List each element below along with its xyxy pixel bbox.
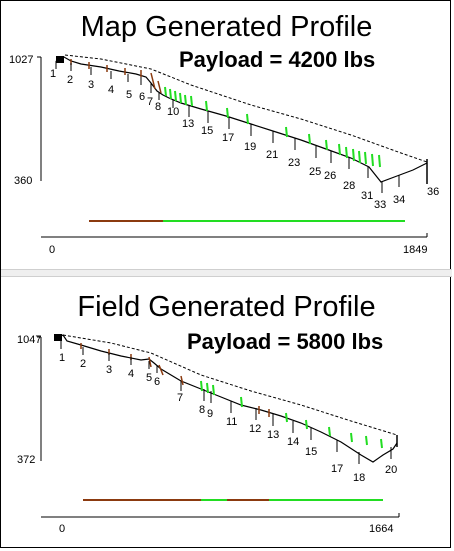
station-label: 8 <box>199 404 205 416</box>
station-label: 34 <box>393 194 405 206</box>
station-label: 3 <box>88 79 94 91</box>
station-label: 36 <box>427 186 439 198</box>
station-label: 3 <box>106 364 112 376</box>
start-block <box>56 56 64 63</box>
field-profile-chart: 1047 372 <box>17 334 400 535</box>
station-label: 17 <box>331 463 343 475</box>
panel-title: Map Generated Profile <box>80 11 373 43</box>
station-label: 13 <box>267 429 279 441</box>
y-min-label: 360 <box>14 175 32 187</box>
station-label: 8 <box>155 101 161 113</box>
station-label: 20 <box>385 464 397 476</box>
station-label: 5 <box>126 89 132 101</box>
clearance-line <box>64 54 428 163</box>
station-label: 5 <box>146 372 152 384</box>
map-profile-panel: Map Generated Profile Payload = 4200 lbs… <box>1 1 452 269</box>
station-label: 19 <box>244 141 256 153</box>
station-label: 4 <box>108 84 114 96</box>
payload-label: Payload = 4200 lbs <box>179 47 376 72</box>
green-markers <box>200 380 383 449</box>
station-label: 4 <box>128 368 134 380</box>
station-label: 14 <box>287 436 299 448</box>
station-label: 28 <box>343 180 355 192</box>
terrain-line <box>55 56 428 183</box>
station-label: 1 <box>50 68 56 80</box>
payload-label: Payload = 5800 lbs <box>187 329 384 354</box>
station-label: 7 <box>177 392 183 404</box>
station-label: 25 <box>309 166 321 178</box>
station-label: 2 <box>67 74 73 86</box>
station-label: 26 <box>324 170 336 182</box>
x-min-label: 0 <box>49 244 55 256</box>
station-label: 10 <box>167 106 179 118</box>
station-label: 1 <box>59 352 65 364</box>
terrain-line <box>55 334 398 463</box>
map-profile-chart: 1027 360 <box>9 54 439 256</box>
station-label: 23 <box>288 157 300 169</box>
station-label: 6 <box>139 91 145 103</box>
station-label: 12 <box>249 423 261 435</box>
field-profile-panel: Field Generated Profile Payload = 5800 l… <box>1 277 452 549</box>
station-label: 7 <box>147 96 153 108</box>
station-label: 2 <box>80 358 86 370</box>
x-min-label: 0 <box>59 523 65 535</box>
station-label: 11 <box>226 416 237 428</box>
station-label: 9 <box>207 408 213 420</box>
start-block <box>54 334 62 341</box>
station-label: 31 <box>361 190 373 202</box>
station-label: 18 <box>353 472 365 484</box>
clearance-line <box>62 334 398 436</box>
station-label: 33 <box>374 199 386 211</box>
station-label: 15 <box>201 125 213 137</box>
green-markers <box>164 86 381 168</box>
y-min-label: 372 <box>17 454 35 466</box>
panel-separator <box>1 269 452 277</box>
station-label: 15 <box>305 446 317 458</box>
station-ticks <box>55 61 400 193</box>
x-max-label: 1849 <box>403 244 427 256</box>
brown-markers <box>70 59 162 94</box>
y-max-label: 1027 <box>9 54 33 66</box>
x-max-label: 1664 <box>369 523 393 535</box>
y-max-label: 1047 <box>17 334 41 346</box>
station-label: 21 <box>266 149 278 161</box>
panel-title: Field Generated Profile <box>77 291 376 323</box>
station-label: 17 <box>222 132 234 144</box>
station-label: 13 <box>182 118 194 130</box>
station-ticks <box>60 341 392 464</box>
station-label: 6 <box>154 376 160 388</box>
